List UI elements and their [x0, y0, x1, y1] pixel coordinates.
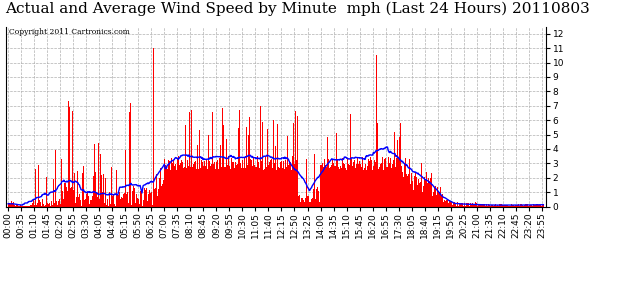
Text: Copyright 2011 Cartronics.com: Copyright 2011 Cartronics.com — [9, 28, 130, 36]
Text: Actual and Average Wind Speed by Minute  mph (Last 24 Hours) 20110803: Actual and Average Wind Speed by Minute … — [5, 1, 590, 16]
